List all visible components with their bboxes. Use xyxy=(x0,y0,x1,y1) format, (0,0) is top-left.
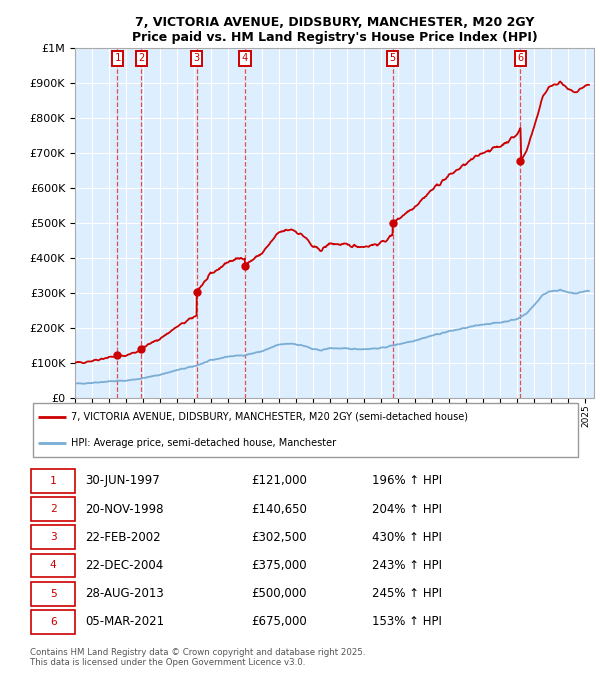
Text: £375,000: £375,000 xyxy=(251,559,307,572)
Text: 5: 5 xyxy=(50,589,56,599)
Text: 2: 2 xyxy=(138,53,145,63)
Text: 05-MAR-2021: 05-MAR-2021 xyxy=(85,615,164,628)
Text: 4: 4 xyxy=(50,560,56,571)
Text: 4: 4 xyxy=(242,53,248,63)
Text: 3: 3 xyxy=(50,532,56,542)
FancyBboxPatch shape xyxy=(31,554,75,577)
Text: 196% ↑ HPI: 196% ↑ HPI xyxy=(372,474,442,488)
Text: 6: 6 xyxy=(50,617,56,627)
Text: 7, VICTORIA AVENUE, DIDSBURY, MANCHESTER, M20 2GY (semi-detached house): 7, VICTORIA AVENUE, DIDSBURY, MANCHESTER… xyxy=(71,412,469,422)
Text: £675,000: £675,000 xyxy=(251,615,307,628)
FancyBboxPatch shape xyxy=(31,469,75,493)
Text: £302,500: £302,500 xyxy=(251,531,307,544)
Text: 153% ↑ HPI: 153% ↑ HPI xyxy=(372,615,442,628)
Text: 245% ↑ HPI: 245% ↑ HPI xyxy=(372,588,442,600)
Text: 22-FEB-2002: 22-FEB-2002 xyxy=(85,531,161,544)
Text: 204% ↑ HPI: 204% ↑ HPI xyxy=(372,503,442,515)
FancyBboxPatch shape xyxy=(31,582,75,606)
Text: 1: 1 xyxy=(50,476,56,486)
Text: 3: 3 xyxy=(193,53,200,63)
FancyBboxPatch shape xyxy=(31,526,75,549)
Text: 243% ↑ HPI: 243% ↑ HPI xyxy=(372,559,442,572)
Text: 22-DEC-2004: 22-DEC-2004 xyxy=(85,559,163,572)
Text: £121,000: £121,000 xyxy=(251,474,307,488)
Text: 2: 2 xyxy=(50,504,56,514)
Title: 7, VICTORIA AVENUE, DIDSBURY, MANCHESTER, M20 2GY
Price paid vs. HM Land Registr: 7, VICTORIA AVENUE, DIDSBURY, MANCHESTER… xyxy=(131,16,538,44)
Text: £500,000: £500,000 xyxy=(251,588,307,600)
Text: 1: 1 xyxy=(115,53,121,63)
FancyBboxPatch shape xyxy=(31,497,75,521)
Text: HPI: Average price, semi-detached house, Manchester: HPI: Average price, semi-detached house,… xyxy=(71,439,337,448)
Text: £140,650: £140,650 xyxy=(251,503,307,515)
Text: 30-JUN-1997: 30-JUN-1997 xyxy=(85,474,160,488)
Text: 5: 5 xyxy=(389,53,395,63)
Text: 20-NOV-1998: 20-NOV-1998 xyxy=(85,503,164,515)
FancyBboxPatch shape xyxy=(33,403,578,457)
Text: 6: 6 xyxy=(517,53,524,63)
Text: Contains HM Land Registry data © Crown copyright and database right 2025.
This d: Contains HM Land Registry data © Crown c… xyxy=(30,647,365,667)
Text: 430% ↑ HPI: 430% ↑ HPI xyxy=(372,531,442,544)
Text: 28-AUG-2013: 28-AUG-2013 xyxy=(85,588,164,600)
FancyBboxPatch shape xyxy=(31,610,75,634)
